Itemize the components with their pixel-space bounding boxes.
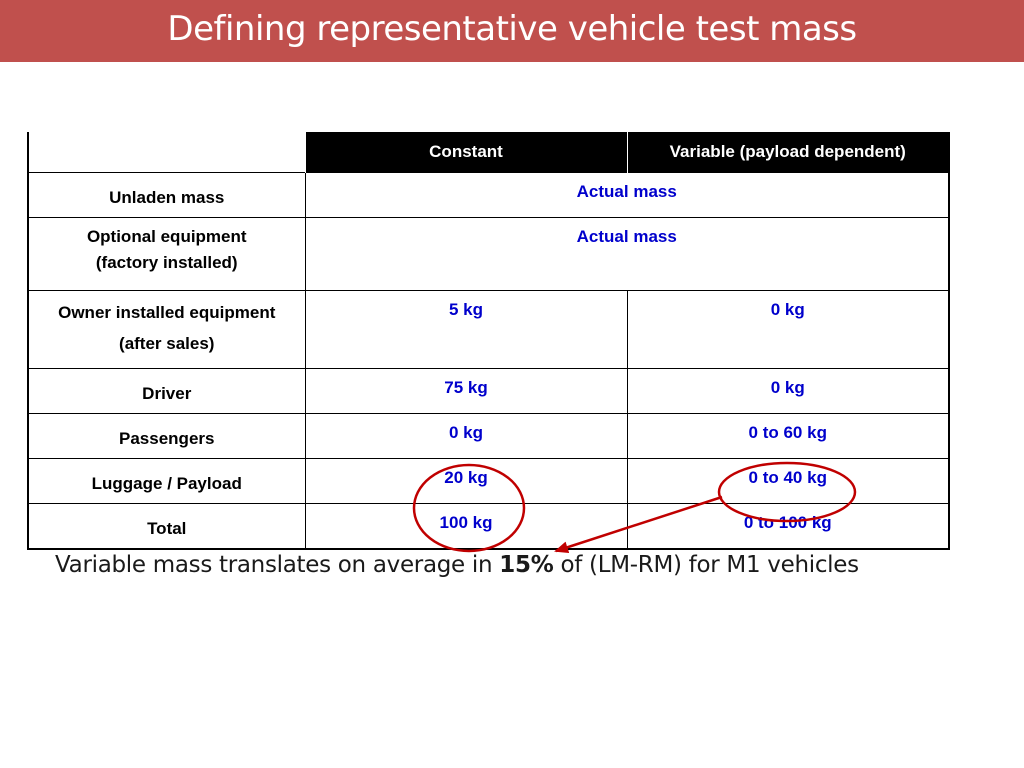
note-bold-percent: 15% — [499, 552, 554, 578]
footnote-text: Variable mass translates on average in 1… — [55, 552, 859, 578]
merged-value-cell: Actual mass — [304, 217, 950, 291]
header-constant: Constant — [304, 132, 627, 173]
row-label-unladen-mass: Unladen mass — [27, 172, 306, 218]
variable-value-cell: 0 kg — [626, 290, 950, 369]
annotation-arrow — [554, 495, 723, 553]
variable-value-cell: 0 to 40 kg — [626, 458, 950, 504]
table-row: Unladen mass Actual mass — [27, 172, 950, 218]
note-after: of (LM-RM) for M1 vehicles — [553, 552, 859, 578]
table-row: Passengers 0 kg 0 to 60 kg — [27, 413, 950, 459]
table-row: Total 100 kg 0 to 100 kg — [27, 503, 950, 550]
title-bar: Defining representative vehicle test mas… — [0, 0, 1024, 62]
row-label-luggage-payload: Luggage / Payload — [27, 458, 306, 504]
row-label-line: Owner installed equipment — [58, 303, 276, 322]
row-label-total: Total — [27, 503, 306, 550]
row-label-line: (after sales) — [119, 334, 215, 353]
mass-table: Constant Variable (payload dependent) Un… — [27, 132, 950, 550]
total-constant-cell: 100 kg — [304, 503, 628, 550]
row-label-passengers: Passengers — [27, 413, 306, 459]
highlight-circle-variable-total — [717, 461, 857, 523]
constant-value-cell: 75 kg — [304, 368, 628, 414]
row-label-line: Optional equipment — [86, 227, 247, 246]
total-variable-cell: 0 to 100 kg — [626, 503, 950, 550]
highlight-circle-constant-total — [412, 463, 526, 553]
note-before: Variable mass translates on average in — [55, 552, 500, 578]
row-label-line: (factory installed) — [95, 253, 238, 272]
header-empty-cell — [28, 132, 305, 173]
row-label-owner-installed-equipment: Owner installed equipment (after sales) — [27, 290, 306, 369]
variable-value-cell: 0 to 60 kg — [626, 413, 950, 459]
table-header-row: Constant Variable (payload dependent) — [28, 132, 949, 173]
header-variable: Variable (payload dependent) — [626, 132, 949, 173]
slide-title: Defining representative vehicle test mas… — [167, 9, 857, 49]
merged-value-cell: Actual mass — [304, 172, 950, 218]
